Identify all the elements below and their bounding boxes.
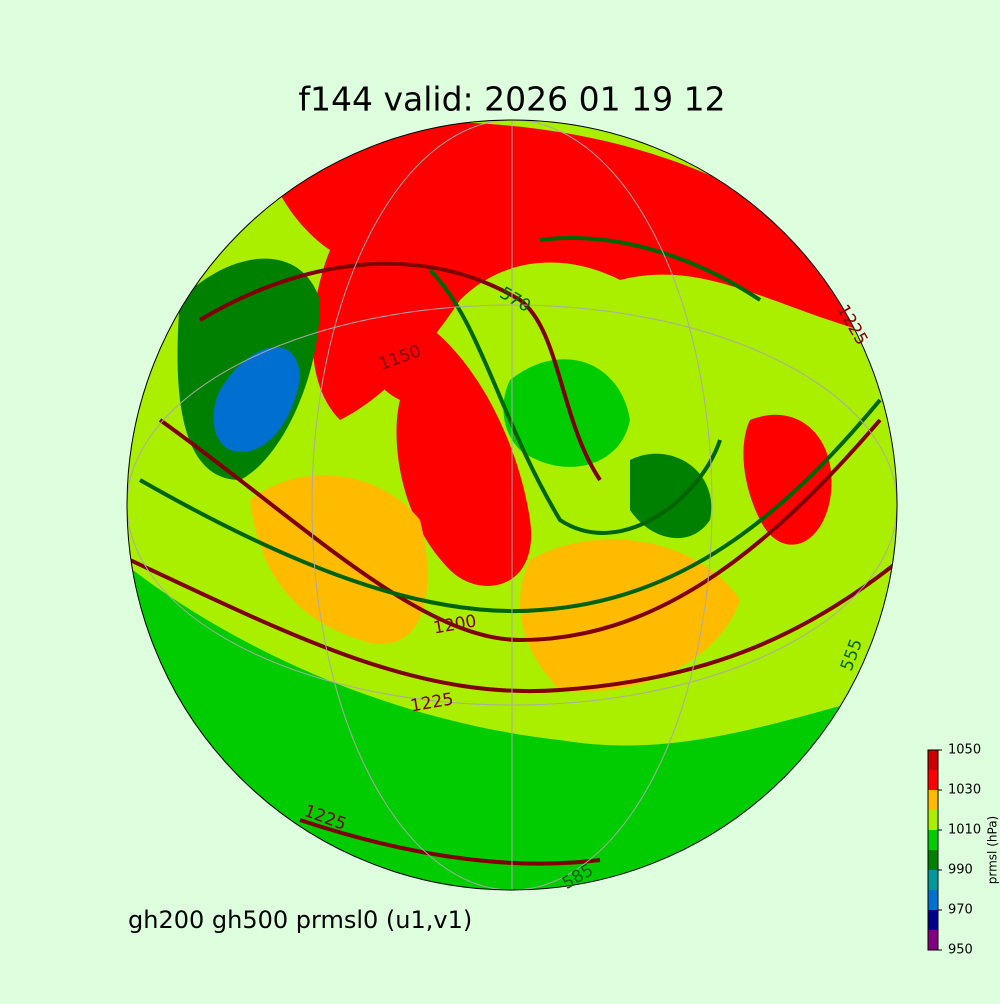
low-arctic bbox=[503, 359, 630, 467]
map-subtitle: gh200 gh500 prmsl0 (u1,v1) bbox=[128, 906, 472, 934]
low-core bbox=[213, 347, 300, 452]
map-title: f144 valid: 2026 01 19 12 bbox=[298, 80, 725, 119]
colorbar-segment bbox=[928, 850, 938, 870]
colorbar-segment bbox=[928, 750, 938, 770]
colorbar-tick-label: 970 bbox=[948, 903, 973, 918]
colorbar-segment bbox=[928, 810, 938, 830]
globe-outline bbox=[126, 119, 898, 891]
graticule bbox=[127, 120, 897, 890]
colorbar-tick-label: 950 bbox=[948, 943, 973, 958]
high-west bbox=[372, 320, 532, 586]
colorbar-segment bbox=[928, 910, 938, 930]
ridge-2 bbox=[520, 539, 740, 692]
colorbar-label: prmsl (hPa) bbox=[986, 816, 1000, 884]
colorbar-segment bbox=[928, 870, 938, 890]
band-gap bbox=[127, 520, 897, 746]
colorbar-segment bbox=[928, 830, 938, 850]
colorbar-tick-label: 1010 bbox=[948, 823, 981, 838]
colorbar-frame bbox=[927, 749, 939, 951]
colorbar-segment bbox=[928, 790, 938, 810]
colorbar-segment bbox=[928, 930, 938, 950]
colorbar: 950 970 990 1010 1030 1050 bbox=[927, 743, 981, 958]
colorbar-tick-label: 990 bbox=[948, 863, 973, 878]
colorbar-tick-label: 1050 bbox=[948, 743, 981, 758]
low-atlantic bbox=[630, 453, 712, 539]
low-pressure-band bbox=[127, 520, 897, 890]
high-east bbox=[743, 414, 832, 545]
colorbar-tick-label: 1030 bbox=[948, 783, 981, 798]
ridge-1 bbox=[250, 475, 428, 644]
colorbar-segment bbox=[928, 890, 938, 910]
gh200-contours bbox=[129, 261, 897, 866]
gh500-contours bbox=[139, 236, 882, 613]
colorbar-segment bbox=[928, 770, 938, 790]
globe bbox=[127, 120, 897, 890]
